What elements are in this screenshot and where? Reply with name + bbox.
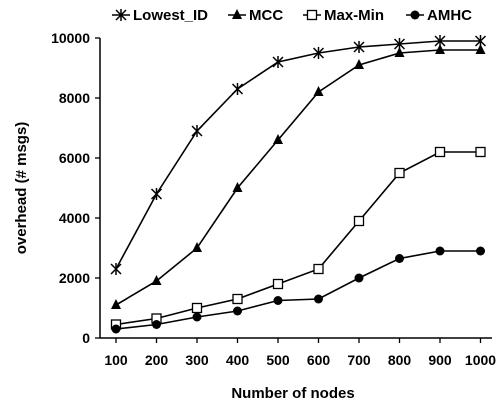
point-max-min-500 [272, 278, 284, 290]
point-mcc-400 [232, 182, 243, 192]
point-amhc-700 [354, 273, 364, 283]
point-mcc-800 [394, 47, 405, 57]
y-tick-label-2000: 2000 [59, 270, 90, 286]
legend-item-max-min: Max-Min [303, 7, 384, 24]
point-lowest-id-500 [272, 56, 284, 68]
legend-item-lowest-id: Lowest_ID [112, 7, 208, 24]
series-line-amhc [115, 250, 481, 330]
x-axis-ticks: 100 200 300 400 500 600 700 800 900 1000 [104, 338, 496, 368]
point-mcc-500 [273, 134, 283, 144]
legend: Lowest_ID MCC Max-Min AMHC [112, 7, 472, 24]
x-tick-label-100: 100 [104, 352, 128, 368]
point-lowest-id-400 [231, 83, 244, 95]
legend-marker-max-min [306, 9, 318, 21]
point-max-min-600 [313, 263, 324, 275]
legend-label-mcc: MCC [249, 7, 283, 24]
point-max-min-700 [353, 215, 365, 227]
point-max-min-300 [191, 302, 203, 314]
point-mcc-300 [192, 242, 202, 252]
point-amhc-400 [233, 306, 242, 316]
point-amhc-1000 [476, 246, 485, 256]
legend-item-amhc: AMHC [406, 7, 472, 24]
point-max-min-1000 [475, 146, 486, 158]
series-max-min [110, 146, 486, 330]
point-mcc-600 [313, 86, 324, 96]
point-amhc-500 [273, 296, 283, 305]
point-mcc-100 [111, 299, 121, 309]
point-amhc-800 [395, 254, 404, 263]
x-tick-label-500: 500 [266, 352, 290, 368]
y-tick-label-0: 0 [82, 330, 90, 346]
plot-area [110, 35, 487, 334]
point-lowest-id-200 [150, 188, 163, 200]
x-axis-label: Number of nodes [231, 385, 354, 402]
point-lowest-id-600 [312, 47, 325, 59]
legend-marker-amhc [410, 10, 420, 20]
series-amhc [111, 246, 485, 334]
series-line-lowest-id [115, 40, 481, 270]
point-lowest-id-300 [191, 125, 203, 137]
point-amhc-900 [435, 246, 445, 256]
x-tick-label-200: 200 [145, 352, 169, 368]
legend-item-mcc: MCC [228, 7, 283, 24]
legend-marker-mcc [232, 9, 242, 19]
point-lowest-id-100 [110, 263, 122, 275]
point-mcc-200 [151, 275, 162, 285]
point-mcc-700 [354, 59, 364, 69]
y-tick-label-6000: 6000 [59, 150, 90, 166]
series-mcc [111, 44, 486, 309]
series-line-mcc [115, 49, 481, 306]
point-amhc-100 [111, 324, 121, 334]
point-amhc-300 [192, 312, 202, 322]
y-tick-label-10000: 10000 [51, 30, 90, 46]
point-max-min-400 [232, 293, 243, 305]
x-tick-label-600: 600 [307, 352, 331, 368]
point-lowest-id-700 [353, 41, 365, 53]
x-tick-label-300: 300 [185, 352, 209, 368]
legend-label-lowest-id: Lowest_ID [133, 7, 208, 24]
series-line-max-min [115, 151, 481, 326]
legend-label-max-min: Max-Min [324, 7, 384, 24]
y-tick-label-4000: 4000 [59, 210, 90, 226]
x-tick-label-900: 900 [428, 352, 452, 368]
point-mcc-1000 [475, 44, 486, 54]
point-max-min-800 [394, 167, 405, 179]
y-tick-label-8000: 8000 [59, 90, 90, 106]
legend-marker-lowest-id [115, 9, 127, 21]
point-amhc-600 [314, 294, 323, 304]
y-axis-label: overhead (# msgs) [13, 122, 30, 255]
x-tick-label-800: 800 [388, 352, 412, 368]
point-mcc-900 [435, 44, 445, 54]
legend-label-amhc: AMHC [427, 7, 472, 24]
point-amhc-200 [152, 320, 161, 329]
x-tick-label-1000: 1000 [465, 352, 496, 368]
x-tick-label-400: 400 [226, 352, 250, 368]
y-axis-ticks: 0 2000 4000 6000 8000 10000 [51, 30, 100, 346]
x-tick-label-700: 700 [347, 352, 371, 368]
series-lowest-id [110, 35, 487, 275]
point-max-min-900 [434, 146, 446, 158]
